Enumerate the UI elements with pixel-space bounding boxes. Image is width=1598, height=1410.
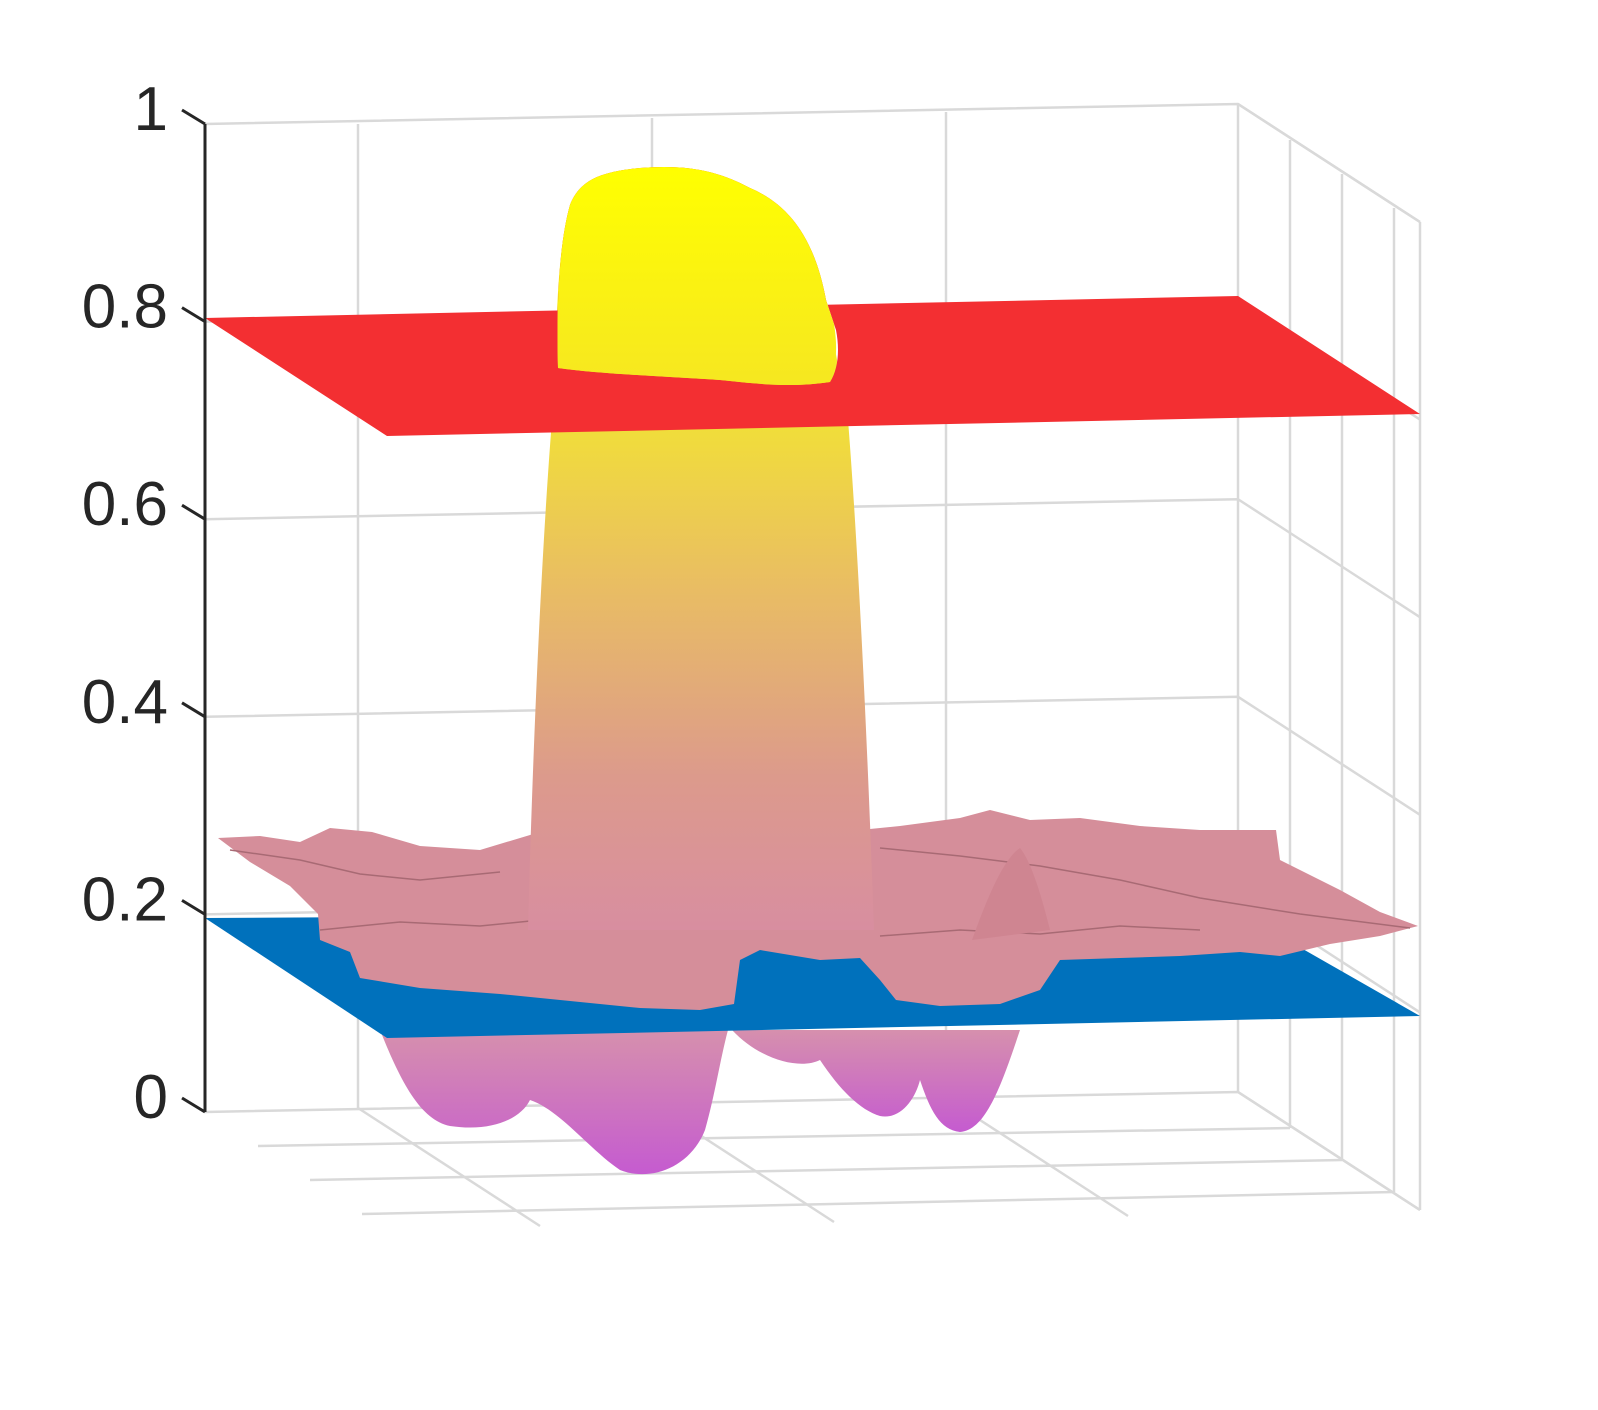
noise-floor-ridges [229,847,1411,937]
z-tick-mark [181,899,206,916]
floor-diag-1 [357,1106,541,1228]
surface-troughs [380,1030,1020,1175]
z-tick-mark [181,701,206,719]
floor-line-3 [361,1190,1395,1216]
z-tick-mark [181,503,206,521]
z-tick-label: 0.4 [82,668,168,737]
floor-line-2 [309,1158,1343,1182]
floor-diag-4 [1237,1090,1421,1212]
z-tick-label: 1 [134,75,168,144]
floor-line-1 [257,1126,1291,1148]
z-tick-label: 0.8 [82,273,168,342]
z-grid-line [204,102,1421,224]
z-tick-mark [181,108,206,126]
z-tick-label: 0 [134,1063,168,1132]
trough-middle [732,1030,1020,1132]
trough-left [380,1030,728,1175]
z-axis-ticks: 0 0.2 0.4 0.6 0.8 1 [82,75,206,1132]
z-tick-mark [181,306,206,323]
z-tick-mark [181,1096,206,1114]
z-grid-line [204,1090,1421,1212]
z-tick-label: 0.2 [82,865,168,934]
z-tick-label: 0.6 [82,470,168,539]
noise-floor-bump [972,848,1050,940]
surface-peak-cap [557,166,837,386]
